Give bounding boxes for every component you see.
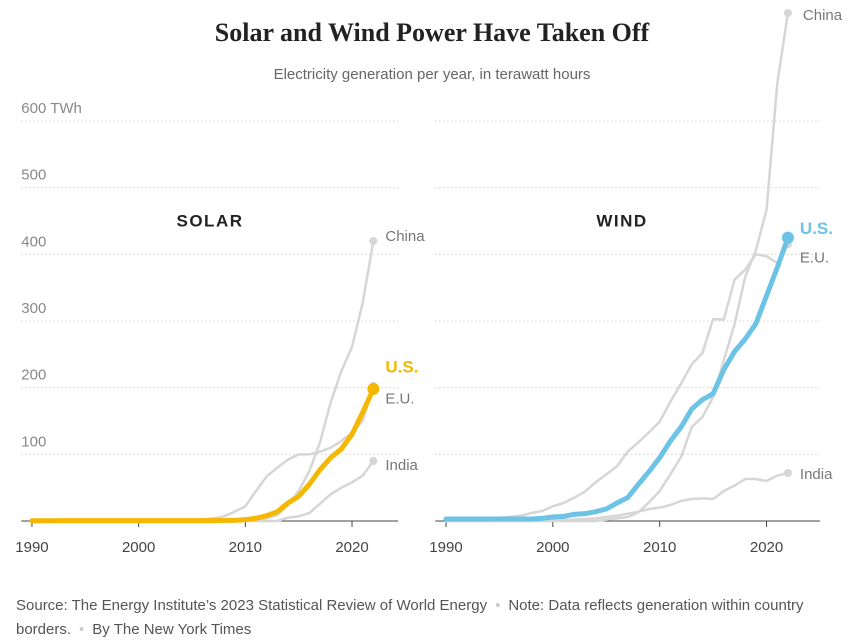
x-tick-label: 2010 — [229, 539, 262, 556]
end-dot — [367, 383, 380, 395]
series-line — [30, 239, 375, 523]
x-tick-label: 2020 — [335, 539, 368, 556]
series-label: India — [800, 466, 833, 483]
series-label: E.U. — [385, 391, 414, 408]
chart-title: Solar and Wind Power Have Taken Off — [215, 18, 650, 47]
y-tick-label: 200 — [21, 367, 46, 384]
note: Note: Data reflects generation within co… — [16, 597, 804, 638]
series-label: China — [385, 228, 425, 245]
series-label: U.S. — [800, 219, 833, 238]
x-tick-label: 2020 — [750, 539, 783, 556]
y-tick-label: 500 — [21, 167, 46, 184]
end-dot-gray — [783, 9, 792, 17]
series-label: U.S. — [385, 357, 418, 376]
series-line — [444, 471, 790, 523]
source: Source: The Energy Institute’s 2023 Stat… — [16, 597, 488, 614]
y-tick-label: 300 — [21, 300, 46, 317]
y-tick-label: 600 TWh — [21, 100, 82, 117]
footer: Source: The Energy Institute’s 2023 Stat… — [16, 597, 804, 638]
y-tick-label: 400 — [21, 233, 46, 250]
series-line — [444, 243, 790, 522]
end-dot-gray — [369, 457, 378, 465]
end-dot-gray — [783, 469, 792, 477]
panel-title: SOLAR — [177, 211, 244, 230]
x-tick-label: 2010 — [643, 539, 676, 556]
y-tick-label: 100 — [21, 433, 46, 450]
chart: Solar and Wind Power Have Taken Off Elec… — [15, 7, 843, 556]
series-label: India — [385, 457, 418, 474]
panel-title: WIND — [596, 211, 647, 230]
series-line — [443, 235, 791, 522]
series-label: E.U. — [800, 249, 829, 266]
credit: By The New York Times — [92, 621, 252, 638]
series-line — [444, 11, 790, 523]
series-line — [29, 386, 376, 524]
x-tick-label: 1990 — [429, 539, 462, 556]
end-dot-gray — [369, 237, 378, 245]
end-dot — [781, 231, 794, 244]
x-tick-label: 2000 — [536, 539, 569, 556]
x-tick-label: 1990 — [15, 539, 48, 556]
series-label: China — [803, 7, 843, 24]
x-tick-label: 2000 — [122, 539, 155, 556]
chart-subtitle: Electricity generation per year, in tera… — [274, 66, 591, 83]
